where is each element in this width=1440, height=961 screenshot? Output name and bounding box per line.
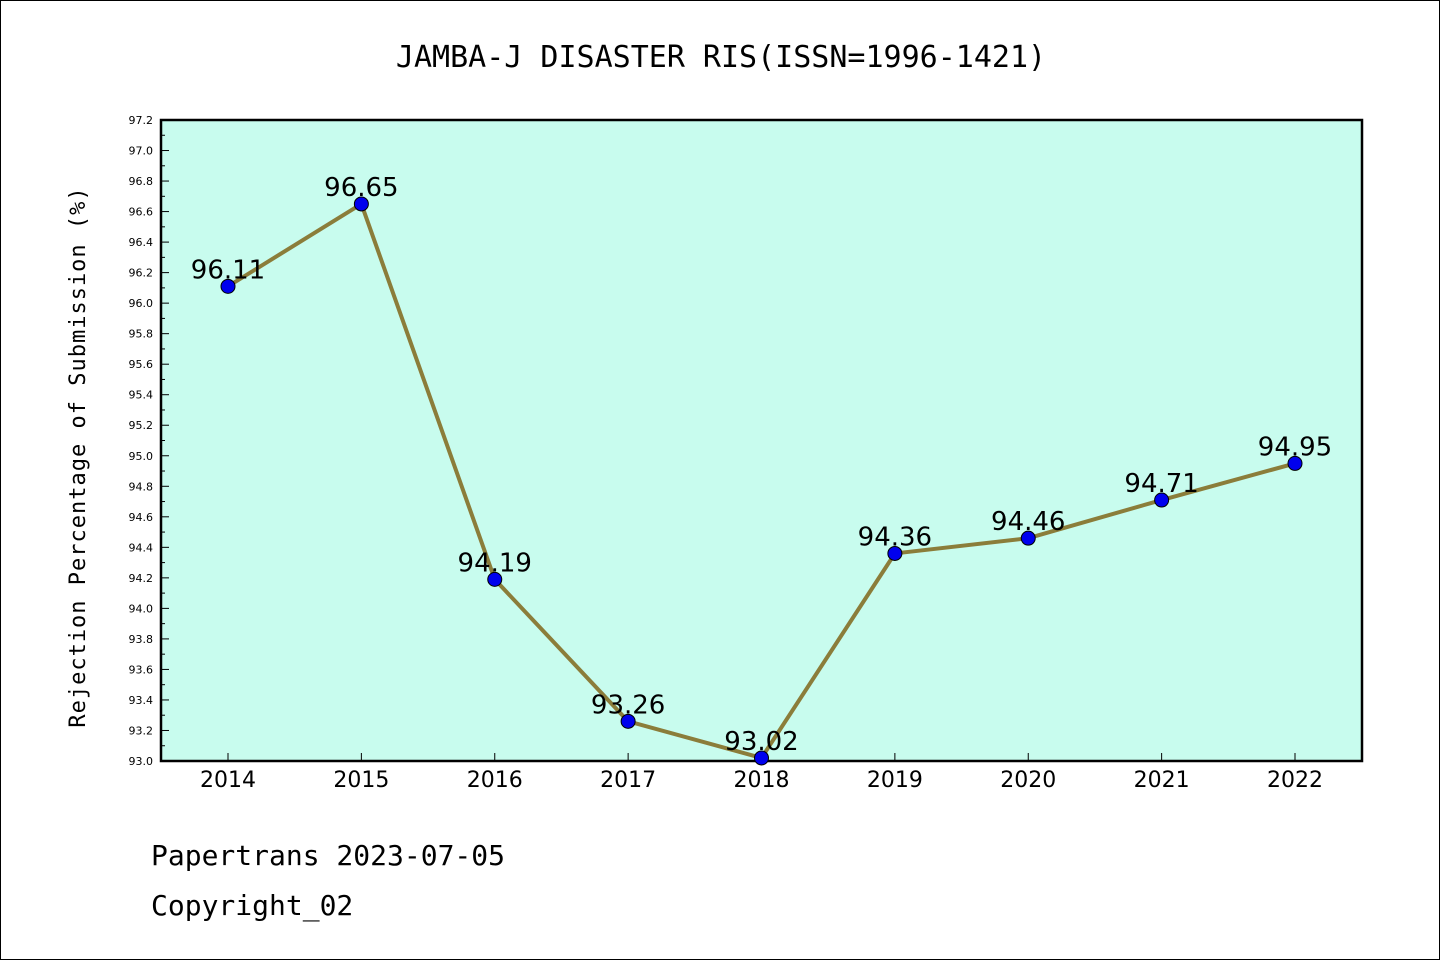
series-line-group (220, 196, 1303, 766)
y-tick-label: 94.4 (129, 541, 154, 554)
data-point (754, 750, 769, 766)
y-tick-label: 95.2 (129, 419, 154, 432)
data-point (353, 196, 369, 212)
y-tick-label: 96.4 (129, 236, 154, 249)
y-tick-label: 93.8 (129, 633, 154, 646)
y-tick-label: 94.2 (129, 572, 154, 585)
footer-copyright: Copyright_02 (151, 889, 353, 923)
x-tick-label: 2017 (600, 768, 656, 793)
x-tick-label: 2015 (333, 768, 389, 793)
x-tick-label: 2022 (1267, 768, 1323, 793)
y-tick-label: 95.6 (129, 358, 154, 371)
data-label: 94.19 (458, 548, 532, 578)
data-label: 96.65 (324, 173, 398, 203)
y-tick-label: 93.0 (129, 755, 154, 768)
data-label: 94.71 (1124, 469, 1198, 499)
x-tick-label: 2014 (200, 768, 256, 793)
y-tick-label: 96.0 (129, 297, 154, 310)
y-axis-label: Rejection Percentage of Submission (%) (66, 186, 91, 727)
data-label: 94.95 (1258, 432, 1332, 462)
y-tick-label: 96.8 (129, 175, 154, 188)
x-tick-label: 2018 (734, 768, 790, 793)
data-point (620, 713, 636, 729)
data-point (487, 571, 503, 587)
y-tick-label: 95.8 (129, 328, 154, 341)
y-tick-label: 93.6 (129, 663, 154, 676)
data-labels: 96.11 96.65 94.19 93.26 93.02 94.36 94.46 94.71… (191, 173, 1332, 757)
plot-area (159, 118, 1364, 763)
data-label: 96.11 (191, 255, 265, 285)
y-tick-label: 94.0 (129, 602, 154, 615)
data-label: 93.02 (724, 727, 798, 757)
axis-ticks: 93.0 93.2 93.4 93.6 93.8 94.0 94.2 94.4 94.6 94.8… (129, 114, 1324, 793)
data-label: 94.36 (858, 522, 932, 552)
chart-title: JAMBA-J DISASTER RIS(ISSN=1996-1421) (396, 40, 1046, 75)
data-point (1287, 455, 1303, 471)
x-tick-label: 2020 (1000, 768, 1056, 793)
y-tick-label: 94.6 (129, 511, 154, 524)
x-tick-label: 2019 (867, 768, 923, 793)
y-tick-label: 96.2 (129, 267, 154, 280)
y-tick-label: 97.0 (129, 145, 154, 158)
x-tick-label: 2021 (1134, 768, 1190, 793)
data-label: 94.46 (991, 507, 1065, 537)
data-point (887, 545, 903, 561)
y-tick-label: 93.2 (129, 724, 154, 737)
y-tick-label: 95.4 (129, 389, 154, 402)
footer-date: Papertrans 2023-07-05 (151, 839, 505, 872)
y-tick-label: 96.6 (129, 206, 154, 219)
data-point (1020, 530, 1036, 546)
y-tick-label: 97.2 (129, 114, 154, 127)
data-label: 93.26 (591, 690, 665, 720)
y-tick-label: 95.0 (129, 450, 154, 463)
data-point (1154, 492, 1170, 508)
y-tick-label: 93.4 (129, 694, 154, 707)
y-tick-label: 94.8 (129, 480, 154, 493)
x-tick-label: 2016 (467, 768, 523, 793)
data-point (220, 278, 236, 294)
